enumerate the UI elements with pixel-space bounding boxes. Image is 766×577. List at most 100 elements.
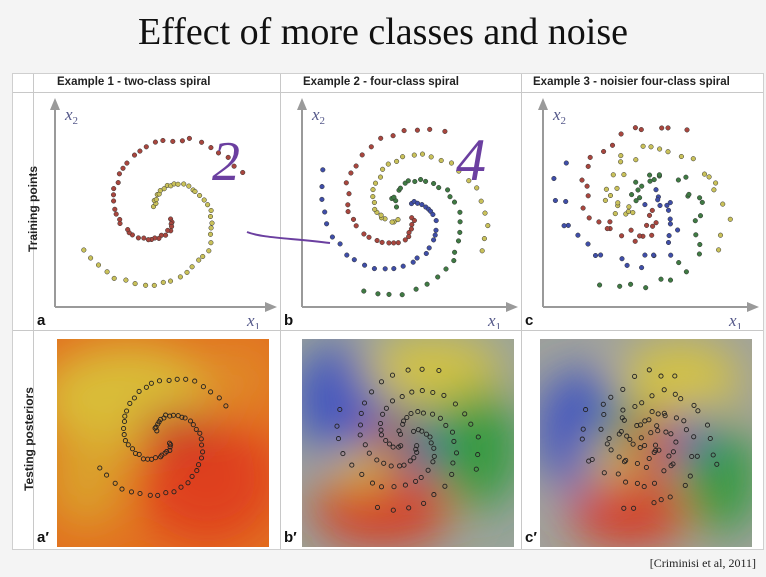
sample-point — [598, 252, 604, 258]
sample-point — [147, 492, 153, 498]
sample-point — [632, 125, 638, 131]
sample-point — [369, 480, 376, 486]
sample-point — [616, 454, 622, 460]
sample-point — [413, 286, 419, 292]
sample-point — [329, 234, 335, 240]
sample-point — [369, 389, 375, 395]
sample-points — [334, 366, 481, 513]
sample-point — [216, 395, 222, 401]
sample-point — [152, 139, 158, 145]
sample-point — [648, 430, 654, 436]
sample-point — [683, 269, 689, 275]
sample-point — [647, 172, 653, 178]
sample-point — [240, 169, 246, 176]
sample-point — [413, 446, 419, 452]
sample-point — [455, 238, 462, 244]
sample-point — [662, 413, 668, 419]
sample-point — [634, 480, 640, 486]
sample-point — [481, 236, 487, 242]
sample-point — [198, 436, 204, 442]
sample-point — [153, 196, 159, 203]
sample-point — [475, 434, 481, 440]
sample-point — [119, 486, 125, 492]
sample-point — [637, 233, 643, 239]
sample-point — [443, 266, 449, 272]
sample-point — [208, 389, 214, 395]
sample-point — [215, 150, 222, 156]
sample-point — [432, 232, 438, 238]
handwritten-link-stroke — [246, 231, 331, 244]
sample-point — [608, 447, 614, 453]
sample-point — [111, 275, 117, 281]
sample-point — [351, 257, 357, 263]
sample-point — [604, 441, 610, 447]
sample-point — [563, 198, 569, 205]
sample-point — [197, 430, 203, 436]
sample-point — [337, 241, 343, 247]
sample-point — [357, 422, 364, 428]
sample-point — [659, 125, 665, 131]
sample-point — [388, 463, 394, 469]
sample-point — [435, 274, 441, 280]
sample-point — [618, 131, 624, 137]
sample-point — [713, 180, 719, 186]
sample-point — [649, 232, 655, 238]
sample-point — [637, 195, 643, 201]
sample-point — [167, 447, 173, 453]
sample-point — [200, 384, 206, 390]
sample-point — [404, 414, 410, 421]
sample-point — [682, 482, 688, 488]
sample-point — [667, 277, 674, 283]
sample-point — [165, 227, 171, 233]
sample-point — [619, 415, 625, 421]
sample-point — [377, 174, 384, 180]
sample-point — [378, 135, 384, 141]
sample-point — [431, 237, 437, 243]
sample-point — [642, 442, 648, 449]
sample-point — [661, 410, 667, 416]
sample-point — [694, 453, 700, 459]
sample-point — [580, 426, 586, 432]
panel-label-c-prime: c′ — [525, 529, 537, 546]
sample-point — [621, 172, 627, 178]
posterior-map-noisy-four-class — [540, 339, 752, 547]
sample-point — [160, 279, 166, 285]
sample-point — [123, 277, 129, 283]
sample-point — [419, 388, 425, 394]
sample-point — [164, 448, 170, 455]
sample-point — [400, 154, 406, 160]
sample-point — [161, 186, 167, 192]
sample-point — [607, 219, 613, 225]
sample-point — [381, 460, 387, 466]
sample-point — [196, 462, 202, 468]
sample-point — [207, 213, 214, 220]
sample-point — [433, 227, 439, 233]
sample-point — [438, 157, 444, 164]
sample-point — [707, 435, 713, 442]
sample-point — [668, 431, 674, 437]
sample-point — [687, 473, 693, 479]
sample-point — [357, 432, 363, 438]
sample-point — [174, 376, 180, 382]
sample-point — [359, 471, 365, 477]
sample-point — [651, 500, 657, 506]
sample-point — [668, 252, 674, 258]
sample-point — [648, 144, 654, 150]
sample-point — [186, 135, 192, 141]
sample-point — [585, 163, 591, 169]
sample-point — [391, 266, 397, 272]
sample-point — [683, 427, 689, 433]
sample-point — [374, 504, 381, 510]
sample-point — [637, 445, 643, 451]
sample-point — [665, 149, 671, 155]
sample-point — [672, 373, 678, 379]
sample-point — [563, 160, 569, 166]
sample-point — [600, 401, 606, 407]
sample-point — [653, 447, 659, 454]
sample-point — [633, 157, 639, 163]
sample-point — [412, 178, 418, 185]
sample-point — [389, 398, 396, 404]
sample-point — [353, 163, 359, 169]
sample-point — [638, 127, 644, 133]
